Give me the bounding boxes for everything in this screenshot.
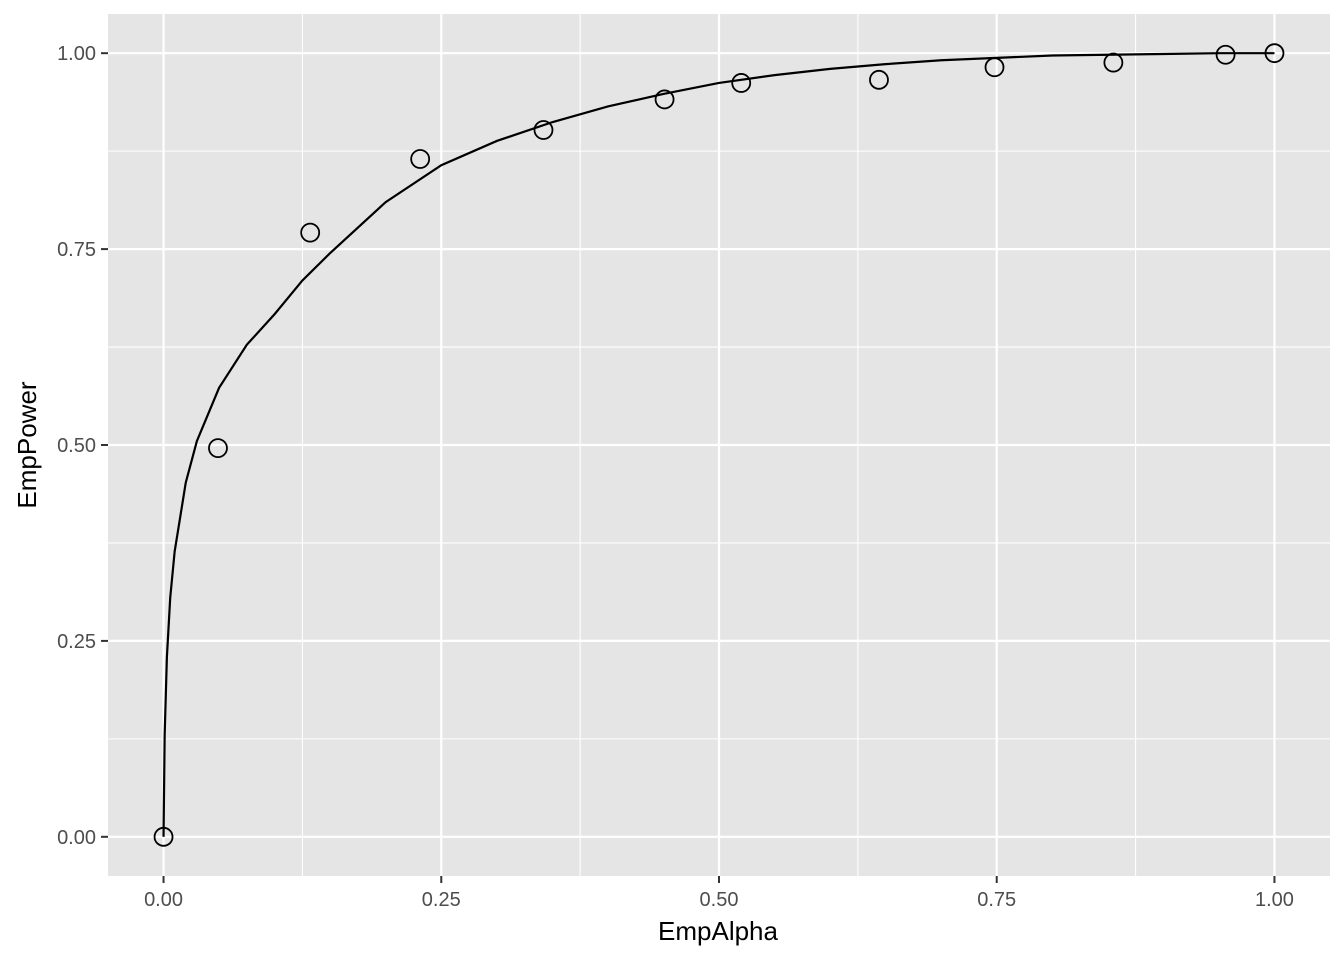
data-point <box>410 149 431 169</box>
data-point <box>1264 43 1285 64</box>
x-tick-labels: 0.00 0.25 0.50 0.75 1.00 <box>144 889 1294 911</box>
data-point <box>1103 52 1124 73</box>
y-tick-labels: 0.00 0.25 0.50 0.75 1.00 <box>57 43 96 849</box>
data-point <box>731 73 752 93</box>
data-point <box>300 222 321 243</box>
data-point <box>984 57 1005 78</box>
x-tick-label: 0.00 <box>144 889 183 911</box>
data-points <box>153 43 1285 847</box>
data-point <box>533 120 554 140</box>
y-tick-label: 0.25 <box>57 631 96 653</box>
x-tick-label: 0.50 <box>700 889 739 911</box>
data-point <box>654 89 675 110</box>
data-point <box>208 438 228 459</box>
y-tick-label: 0.75 <box>57 239 96 261</box>
major-gridlines <box>108 14 1330 876</box>
y-tick-label: 0.50 <box>57 435 96 457</box>
fitted-curve <box>162 52 1275 837</box>
data-point <box>869 69 889 90</box>
x-tick-label: 0.25 <box>422 889 461 911</box>
x-axis-title: EmpAlpha <box>658 916 778 946</box>
y-axis-title: EmpPower <box>12 381 42 508</box>
axis-ticks <box>101 52 1276 883</box>
y-tick-label: 1.00 <box>57 43 96 65</box>
data-point <box>153 826 174 847</box>
x-tick-label: 0.75 <box>977 889 1016 911</box>
x-tick-label: 1.00 <box>1255 889 1294 911</box>
data-point <box>1215 44 1236 65</box>
y-tick-label: 0.00 <box>57 827 96 849</box>
